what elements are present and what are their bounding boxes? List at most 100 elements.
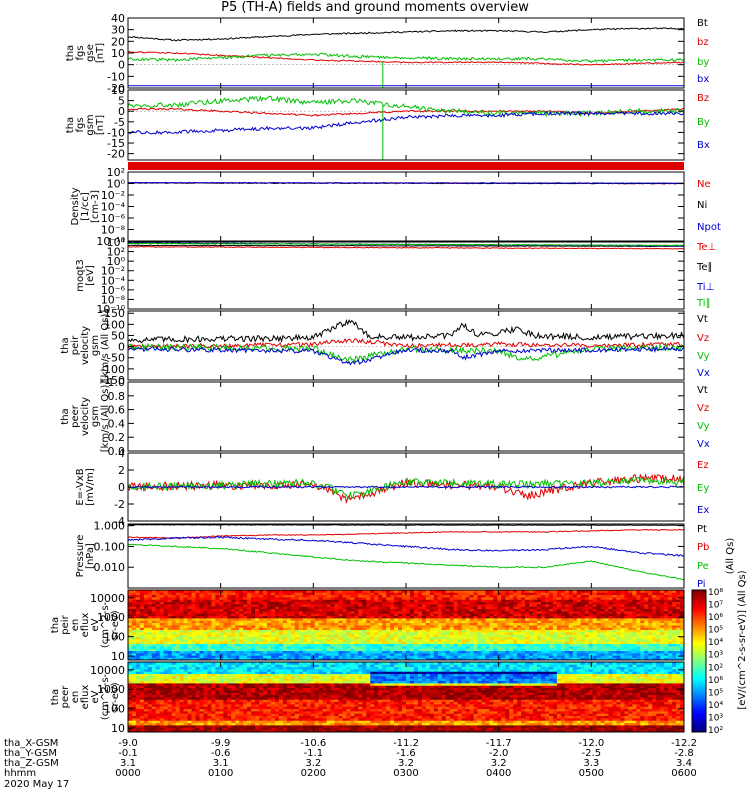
heatmap-cell xyxy=(318,622,323,626)
heatmap-cell xyxy=(624,627,629,631)
heatmap-cell xyxy=(640,629,645,633)
heatmap-cell xyxy=(199,599,204,603)
heatmap-cell xyxy=(342,611,347,614)
heatmap-cell xyxy=(259,606,264,610)
heatmap-cell xyxy=(310,648,316,652)
heatmap-cell xyxy=(652,627,657,631)
heatmap-cell xyxy=(128,729,133,733)
heatmap-cell xyxy=(151,704,157,707)
heatmap-cell xyxy=(322,604,327,607)
heatmap-cell xyxy=(461,632,466,635)
heatmap-cell xyxy=(147,666,153,670)
heatmap-cell xyxy=(135,699,141,703)
heatmap-cell xyxy=(417,641,423,645)
heatmap-cell xyxy=(167,625,173,628)
heatmap-cell xyxy=(628,641,633,645)
heatmap-cell xyxy=(270,634,276,638)
heatmap-cell xyxy=(517,643,522,647)
heatmap-cell xyxy=(278,599,284,603)
heatmap-cell xyxy=(525,648,530,652)
heatmap-cell xyxy=(501,613,506,617)
heatmap-cell xyxy=(676,657,681,661)
heatmap-cell xyxy=(171,676,177,679)
heatmap-cell xyxy=(179,727,184,731)
heatmap-cell xyxy=(322,620,327,624)
heatmap-cell xyxy=(338,604,343,607)
heatmap-cell xyxy=(354,634,359,638)
heatmap-cell xyxy=(306,648,312,652)
heatmap-cell xyxy=(406,618,411,621)
heatmap-cell xyxy=(568,639,574,642)
heatmap-cell xyxy=(592,611,598,614)
heatmap-cell xyxy=(270,620,276,624)
heatmap-cell xyxy=(465,608,470,612)
heatmap-cell xyxy=(437,632,443,635)
heatmap-cell xyxy=(394,615,399,619)
heatmap-cell xyxy=(676,606,681,610)
heatmap-cell xyxy=(541,622,546,626)
heatmap-cell xyxy=(306,608,312,612)
heatmap-cell xyxy=(215,594,220,598)
heatmap-cell xyxy=(560,646,566,649)
heatmap-cell xyxy=(330,639,335,642)
heatmap-cell xyxy=(382,648,387,652)
heatmap-cell xyxy=(656,643,661,647)
heatmap-cell xyxy=(163,676,169,679)
heatmap-cell xyxy=(612,620,617,624)
heatmap-cell xyxy=(437,657,443,661)
heatmap-cell xyxy=(525,618,530,621)
heatmap-cell xyxy=(298,632,304,635)
heatmap-cell xyxy=(346,655,351,659)
heatmap-cell xyxy=(580,627,586,631)
heatmap-cell xyxy=(131,671,137,675)
heatmap-cell xyxy=(680,590,685,593)
heatmap-cell xyxy=(175,669,181,672)
heatmap-cell xyxy=(243,618,248,621)
heatmap-cell xyxy=(294,590,300,593)
heatmap-cell xyxy=(175,678,181,682)
heatmap-cell xyxy=(342,604,347,607)
heatmap-cell xyxy=(457,611,462,614)
heatmap-cell xyxy=(163,673,169,677)
heatmap-cell xyxy=(473,608,478,612)
heatmap-cell xyxy=(672,625,677,628)
heatmap-cell xyxy=(513,592,518,596)
heatmap-cell xyxy=(572,629,578,633)
heatmap-cell xyxy=(314,632,320,635)
y-tick-label: 4 xyxy=(118,447,125,460)
heatmap-cell xyxy=(501,608,506,612)
heatmap-cell xyxy=(362,594,367,598)
heatmap-cell xyxy=(155,711,161,714)
heatmap-cell xyxy=(135,618,141,621)
heatmap-cell xyxy=(147,648,153,652)
heatmap-cell xyxy=(195,613,200,617)
heatmap-cell xyxy=(350,599,355,603)
heatmap-cell xyxy=(247,629,252,633)
heatmap-cell xyxy=(394,639,399,642)
heatmap-cell xyxy=(417,620,423,624)
heatmap-cell xyxy=(155,673,161,677)
heatmap-cell xyxy=(552,606,558,610)
heatmap-cell xyxy=(560,611,566,614)
heatmap-cell xyxy=(255,592,260,596)
heatmap-cell xyxy=(552,657,558,661)
heatmap-cell xyxy=(537,655,542,659)
heatmap-cell xyxy=(223,632,228,635)
heatmap-cell xyxy=(489,632,494,635)
heatmap-cell xyxy=(159,718,165,721)
heatmap-cell xyxy=(509,608,514,612)
heatmap-cell xyxy=(437,606,443,610)
heatmap-cell xyxy=(521,629,526,633)
heatmap-cell xyxy=(290,657,296,661)
heatmap-cell xyxy=(151,636,157,640)
heatmap-cell xyxy=(330,627,335,631)
y-tick-label: -10 xyxy=(107,126,125,139)
heatmap-cell xyxy=(676,604,681,607)
heatmap-cell xyxy=(509,622,514,626)
heatmap-cell xyxy=(533,625,538,628)
heatmap-cell xyxy=(370,608,375,612)
heatmap-cell xyxy=(656,604,661,607)
heatmap-cell xyxy=(656,601,661,605)
heatmap-cell xyxy=(433,620,439,624)
heatmap-cell xyxy=(318,592,323,596)
